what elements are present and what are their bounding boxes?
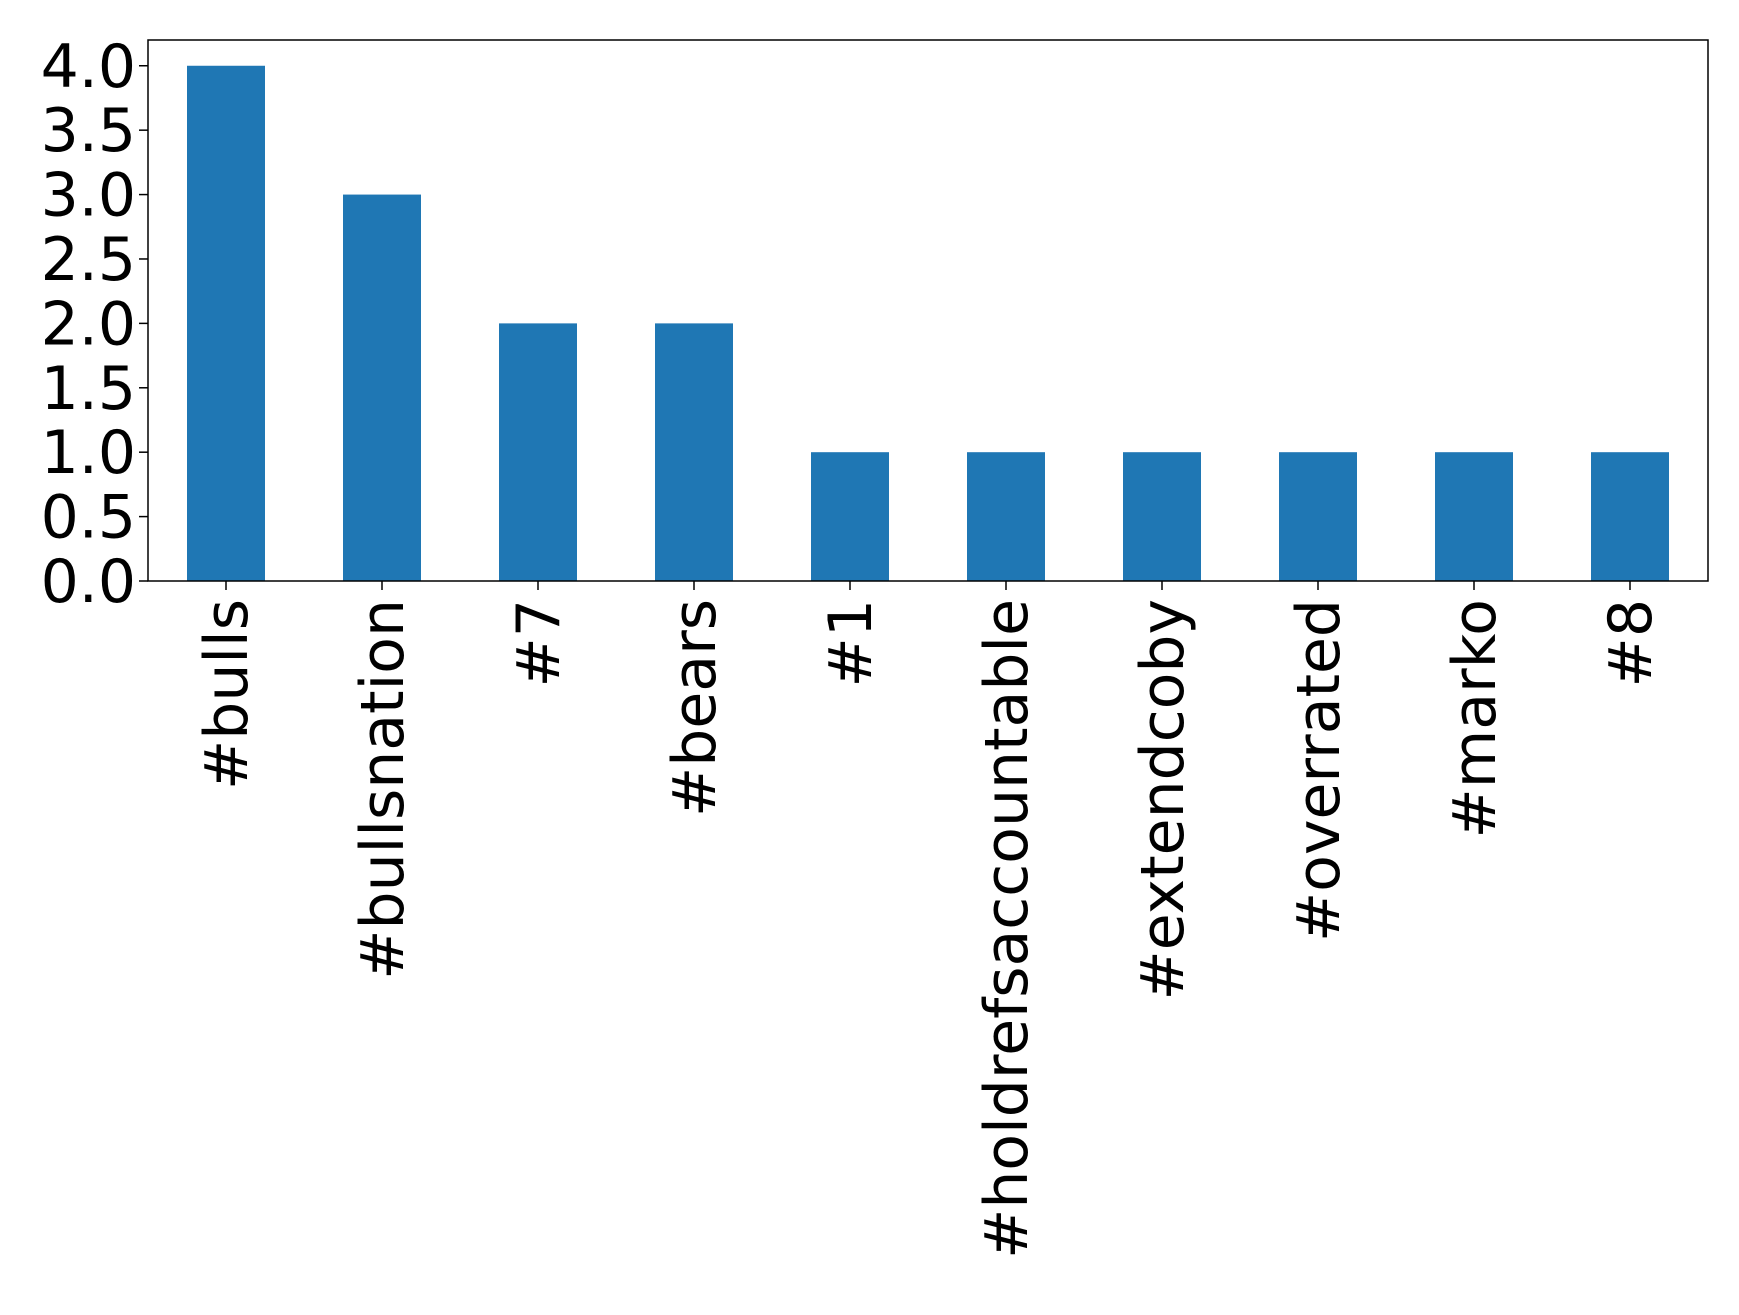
bar — [343, 194, 421, 582]
y-tick-label: 0.5 — [41, 483, 136, 553]
x-tick-label: #1 — [816, 599, 886, 687]
y-tick-label: 2.0 — [41, 289, 136, 359]
x-tick-label: #bears — [660, 599, 730, 817]
x-tick-label: #bulls — [192, 599, 262, 790]
y-tick-label: 3.5 — [41, 96, 136, 166]
x-tick-label: #8 — [1596, 599, 1666, 687]
y-tick-label: 1.0 — [41, 418, 136, 488]
x-tick-label: #marko — [1440, 599, 1510, 838]
bar — [655, 323, 733, 581]
x-tick-label: #holdrefsaccountable — [972, 599, 1042, 1259]
bar — [967, 452, 1045, 581]
x-tick-label: #7 — [504, 599, 574, 687]
y-tick-label: 3.0 — [41, 161, 136, 231]
bar — [1123, 452, 1201, 581]
y-tick-label: 1.5 — [41, 354, 136, 424]
y-tick-label: 4.0 — [41, 32, 136, 102]
bar — [187, 65, 265, 581]
x-tick-label: #bullsnation — [348, 599, 418, 980]
y-tick-label: 2.5 — [41, 225, 136, 295]
x-tick-label: #overrated — [1284, 599, 1354, 942]
bar — [1279, 452, 1357, 581]
y-tick-label: 0.0 — [41, 547, 136, 617]
bar — [499, 323, 577, 581]
bar — [1435, 452, 1513, 581]
bar — [1591, 452, 1669, 581]
x-tick-label: #extendcoby — [1128, 599, 1198, 1000]
plot-frame — [147, 39, 1709, 582]
bar — [811, 452, 889, 581]
